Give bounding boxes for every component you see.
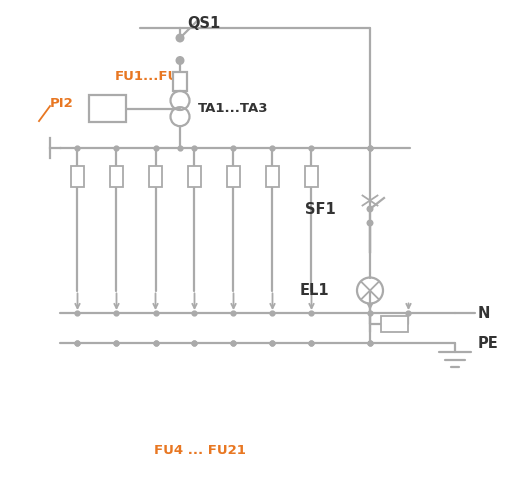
Text: FU1...FU3: FU1...FU3 [115,70,189,83]
Circle shape [366,219,374,226]
Bar [149,165,162,187]
Text: PI2: PI2 [50,97,74,110]
Text: Wh: Wh [98,102,117,115]
Text: EL1: EL1 [300,283,330,298]
Text: PE: PE [477,336,498,351]
Bar [188,165,201,187]
Text: SF1: SF1 [305,202,336,216]
Bar [381,316,409,332]
Text: N: N [477,305,490,320]
Circle shape [176,56,184,65]
Text: TA1...TA3: TA1...TA3 [198,102,268,115]
Bar [71,165,84,187]
Circle shape [176,34,184,42]
Circle shape [366,206,374,212]
Bar [305,165,318,187]
Text: FU4 ... FU21: FU4 ... FU21 [154,444,246,457]
Text: QS1: QS1 [188,16,221,31]
Bar [89,95,126,122]
Bar [110,165,123,187]
Bar [173,71,187,91]
Bar [266,165,279,187]
Bar [227,165,240,187]
